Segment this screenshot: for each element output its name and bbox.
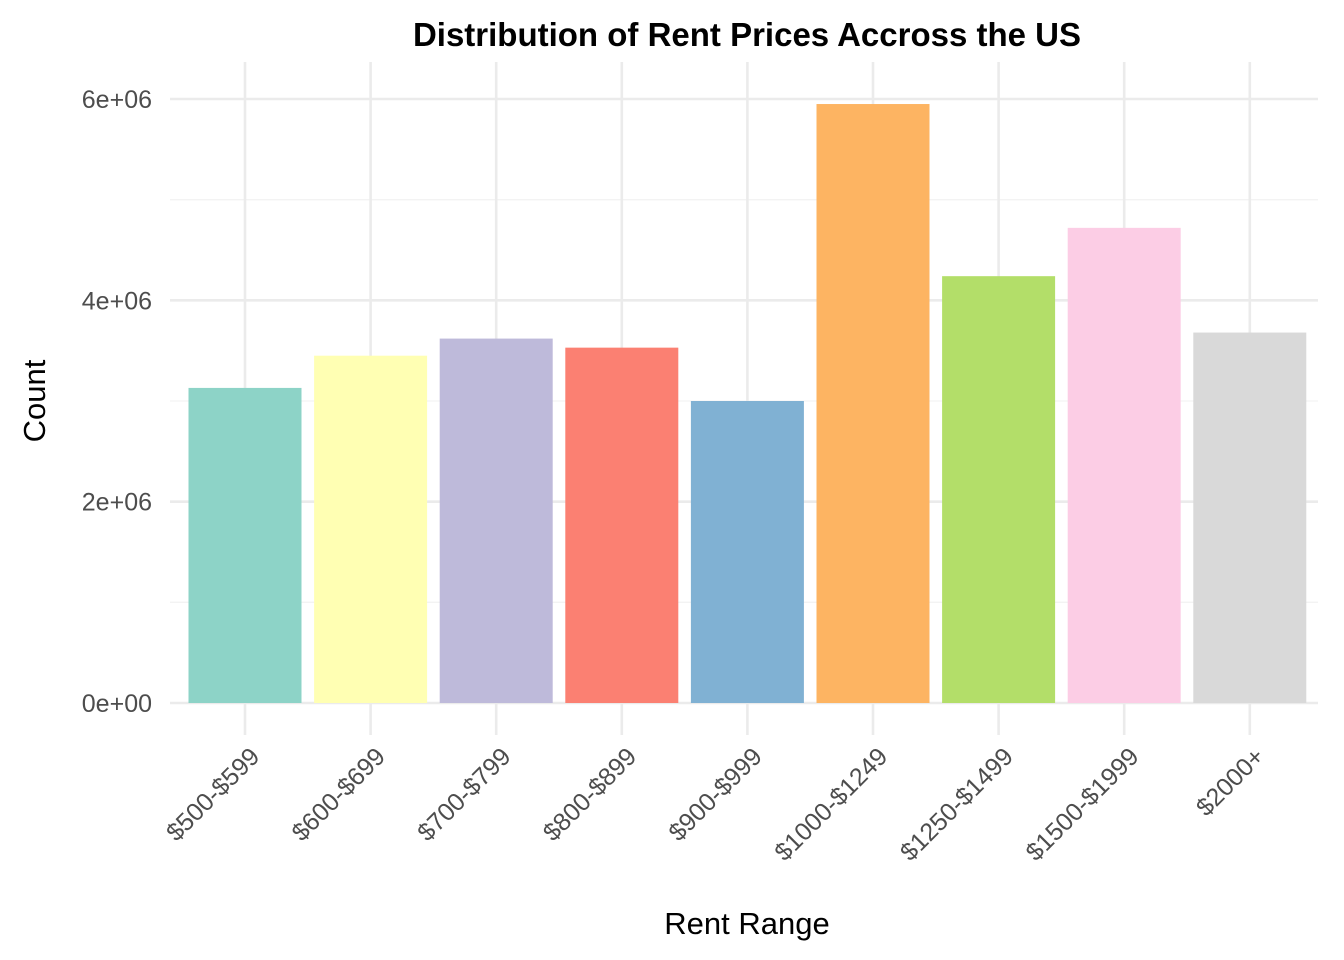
- x-tick-label: $700-$799: [412, 742, 516, 846]
- y-tick-label: 0e+00: [82, 690, 152, 718]
- x-tick-label: $900-$999: [663, 742, 767, 846]
- bar: [1067, 227, 1181, 703]
- x-tick-label: $800-$899: [538, 742, 642, 846]
- bar: [314, 355, 428, 703]
- bar: [565, 347, 679, 703]
- bar: [1193, 332, 1307, 703]
- x-tick-label: $2000+: [1191, 742, 1270, 821]
- bar: [188, 387, 302, 703]
- y-tick-label: 6e+06: [82, 86, 152, 114]
- y-axis-title: Count: [17, 359, 52, 442]
- y-tick-label: 2e+06: [82, 489, 152, 517]
- bar: [439, 338, 553, 703]
- y-axis-ticks: 0e+00 2e+06 4e+06 6e+06: [82, 86, 152, 718]
- x-tick-label: $1000-$1249: [769, 742, 893, 866]
- x-tick-label: $1250-$1499: [895, 742, 1019, 866]
- x-axis-title: Rent Range: [664, 906, 829, 941]
- chart-title: Distribution of Rent Prices Accross the …: [413, 16, 1081, 53]
- x-tick-label: $500-$599: [161, 742, 265, 846]
- x-axis-ticks: $500-$599 $600-$699 $700-$799 $800-$899 $900…: [161, 742, 1270, 866]
- bar: [690, 401, 804, 703]
- y-tick-label: 4e+06: [82, 287, 152, 315]
- bar: [816, 104, 930, 704]
- bar: [942, 276, 1056, 703]
- bars: [188, 104, 1307, 704]
- x-tick-label: $1500-$1999: [1020, 742, 1144, 866]
- x-tick-label: $600-$699: [287, 742, 391, 846]
